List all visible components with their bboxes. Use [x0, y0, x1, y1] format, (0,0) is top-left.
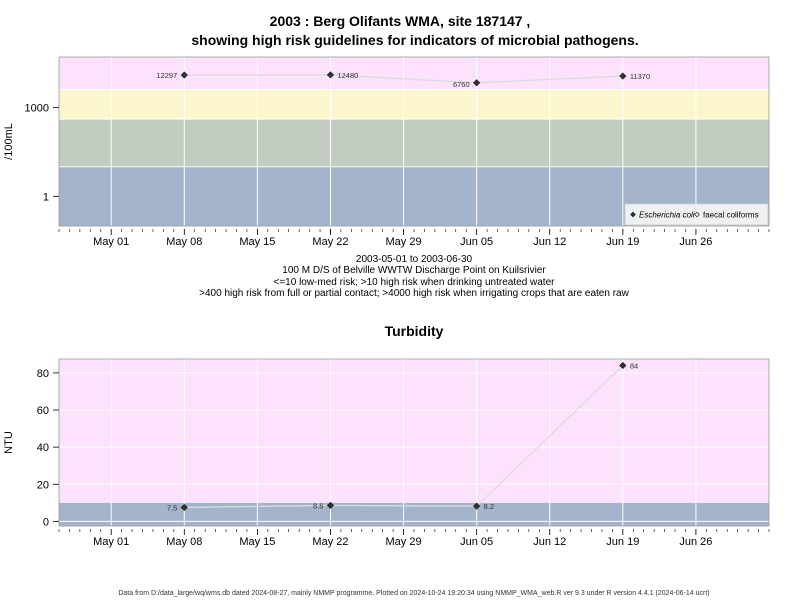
x-tick-label: May 15 — [239, 536, 275, 548]
risk-band-0 — [59, 502, 769, 526]
data-point — [472, 502, 481, 510]
x-tick-label: May 08 — [166, 536, 202, 548]
risk-band-2 — [59, 89, 769, 120]
y-tick-label: 60 — [37, 405, 49, 417]
x-tick-label: Jun 05 — [460, 236, 493, 248]
risk-band-1 — [59, 359, 769, 503]
legend-label: faecal coliforms — [703, 211, 759, 220]
x-tick-label: May 01 — [93, 536, 129, 548]
y-tick-label: 1 — [43, 191, 49, 203]
x-tick-label: May 29 — [386, 536, 422, 548]
y-axis-title: NTU — [3, 431, 15, 454]
main-title-line2: showing high risk guidelines for indicat… — [191, 32, 638, 48]
y-tick-label: 40 — [37, 442, 49, 454]
x-tick-label: Jun 05 — [460, 536, 493, 548]
risk-band-3 — [59, 57, 769, 90]
microbial-panel: May 01 May 08 May 15 May 22 May 29 Jun 05 Jun … — [3, 56, 770, 248]
data-point — [180, 71, 188, 79]
panel-frame — [58, 56, 770, 227]
series-line — [184, 74, 623, 84]
risk-band-1 — [59, 119, 769, 167]
x-tick-label: Jun 12 — [533, 536, 566, 548]
data-label: 7.5 — [167, 503, 177, 512]
data-label: 12480 — [337, 71, 358, 80]
x-tick-label: May 22 — [312, 536, 348, 548]
data-point — [326, 501, 335, 510]
contact-guideline-text: >400 high risk from full or partial cont… — [199, 288, 629, 299]
x-tick-label: Jun 26 — [679, 536, 712, 548]
turbidity-panel: May 01 May 08 May 15 May 22 May 29 Jun 05 Jun … — [3, 358, 770, 548]
y-tick-label: 80 — [37, 368, 49, 380]
x-tick-label: May 08 — [166, 236, 202, 248]
x-tick-label: May 22 — [312, 236, 348, 248]
data-point — [472, 79, 481, 87]
y-axis-title: /100mL — [3, 123, 15, 160]
data-label: 11370 — [630, 72, 650, 81]
data-label: 84 — [630, 361, 638, 370]
date-range-text: 2003-05-01 to 2003-06-30 — [356, 254, 473, 265]
x-tick-label: May 15 — [239, 236, 275, 248]
data-label: 12297 — [156, 71, 177, 80]
series-line — [184, 364, 624, 509]
data-point — [619, 361, 627, 370]
site-description-text: 100 M D/S of Belville WWTW Discharge Poi… — [282, 265, 546, 276]
x-tick-label: Jun 19 — [606, 236, 639, 248]
legend-marker — [630, 211, 636, 218]
main-title-line1: 2003 : Berg Olifants WMA, site 187147 , — [270, 13, 531, 29]
x-tick-label: Jun 12 — [533, 236, 566, 248]
y-tick-label: 0 — [43, 516, 49, 528]
footer-note: Data from D:/data_large/wq/wms.db dated … — [118, 590, 709, 597]
turbidity-title: Turbidity — [385, 323, 444, 339]
data-point — [619, 72, 627, 80]
legend-marker — [694, 211, 700, 218]
x-tick-label: May 01 — [93, 236, 129, 248]
legend-label: Escherichia coli — [639, 211, 695, 220]
x-tick-label: Jun 26 — [679, 236, 712, 248]
data-point — [326, 71, 335, 79]
data-label: 8.2 — [484, 502, 494, 511]
drinking-guideline-text: <=10 low-med risk; >10 high risk when dr… — [274, 277, 556, 288]
data-label: 8.6 — [313, 501, 323, 510]
panel-frame — [58, 358, 770, 527]
y-tick-label: 20 — [37, 479, 49, 491]
x-tick-label: Jun 19 — [606, 536, 639, 548]
data-point — [180, 503, 188, 512]
x-tick-label: May 29 — [386, 236, 422, 248]
data-label: 6760 — [453, 80, 470, 89]
y-tick-label: 1000 — [25, 102, 49, 114]
